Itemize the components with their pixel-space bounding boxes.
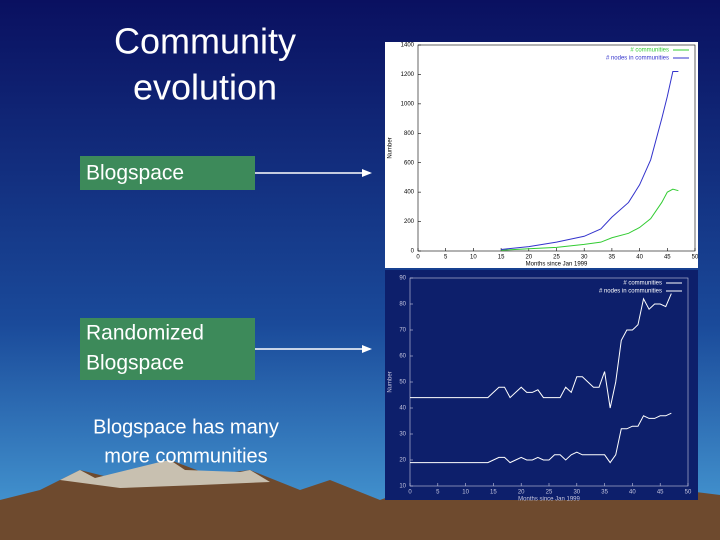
data-line: [410, 293, 672, 409]
x-tick-label: 30: [581, 255, 588, 261]
x-tick-label: 30: [573, 490, 580, 496]
y-tick-label: 70: [399, 328, 406, 334]
data-line: [410, 412, 672, 464]
slide-title-1: Community: [114, 21, 296, 62]
x-tick-label: 25: [546, 490, 553, 496]
chart-background: [385, 270, 698, 500]
slide-title-2: evolution: [133, 67, 277, 108]
y-tick-label: 0: [411, 249, 415, 255]
x-tick-label: 20: [525, 255, 532, 261]
x-tick-label: 0: [408, 490, 412, 496]
y-tick-label: 30: [399, 432, 406, 438]
x-tick-label: 5: [444, 255, 448, 261]
label-box: [80, 156, 255, 190]
y-tick-label: 1000: [401, 101, 415, 107]
y-tick-label: 400: [404, 190, 415, 196]
x-tick-label: 25: [553, 255, 560, 261]
y-axis-label: Number: [388, 137, 394, 158]
x-tick-label: 5: [436, 490, 440, 496]
x-axis-label: Months since Jan 1999: [526, 262, 588, 268]
x-axis-label: Months since Jan 1999: [518, 497, 580, 503]
legend-label: # nodes in communities: [599, 289, 662, 295]
x-tick-label: 45: [657, 490, 664, 496]
x-tick-label: 40: [629, 490, 636, 496]
box-label-2: Blogspace: [86, 352, 184, 375]
chart-background: [385, 42, 698, 268]
x-tick-label: 50: [692, 255, 699, 261]
y-tick-label: 800: [404, 131, 415, 137]
box-label-1: Randomized: [86, 322, 204, 345]
y-tick-label: 60: [399, 354, 406, 360]
legend-label: # communities: [630, 48, 669, 54]
x-tick-label: 0: [416, 255, 420, 261]
x-tick-label: 15: [498, 255, 505, 261]
y-tick-label: 20: [399, 458, 406, 464]
y-tick-label: 1200: [401, 72, 415, 78]
x-tick-label: 50: [685, 490, 692, 496]
y-axis-label: Number: [388, 371, 394, 392]
x-tick-label: 35: [609, 255, 616, 261]
y-tick-label: 80: [399, 302, 406, 308]
y-tick-label: 200: [404, 219, 415, 225]
y-tick-label: 10: [399, 484, 406, 490]
data-line: [501, 70, 679, 251]
y-tick-label: 50: [399, 380, 406, 386]
x-tick-label: 40: [636, 255, 643, 261]
arrow-head: [362, 169, 372, 177]
label-box: [80, 318, 255, 380]
y-tick-label: 1400: [401, 43, 415, 49]
x-tick-label: 15: [490, 490, 497, 496]
x-tick-label: 20: [518, 490, 525, 496]
x-tick-label: 10: [470, 255, 477, 261]
y-tick-label: 40: [399, 406, 406, 412]
snow: [60, 460, 270, 488]
x-tick-label: 35: [601, 490, 608, 496]
y-tick-label: 600: [404, 160, 415, 166]
legend-label: # nodes in communities: [606, 56, 669, 62]
legend-label: # communities: [623, 281, 662, 287]
caption-1: Blogspace has many: [93, 416, 279, 438]
arrow-head: [362, 345, 372, 353]
y-tick-label: 90: [399, 276, 406, 282]
x-tick-label: 10: [462, 490, 469, 496]
data-line: [501, 188, 679, 251]
box-label: Blogspace: [86, 162, 184, 185]
caption-2: more communities: [104, 445, 267, 467]
x-tick-label: 45: [664, 255, 671, 261]
